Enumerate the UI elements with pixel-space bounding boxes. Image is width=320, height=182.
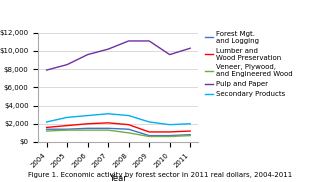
Forest Mgt.
and Logging [86,127,90,129]
Secondary Products [86,114,90,117]
Veneer, Plywood,
and Engineered Wood [147,135,151,138]
Forest Mgt.
and Logging [65,128,69,130]
Lumber and
Wood Preservation [188,130,192,132]
Lumber and
Wood Preservation [127,124,131,126]
Veneer, Plywood,
and Engineered Wood [188,134,192,137]
Lumber and
Wood Preservation [65,124,69,127]
Secondary Products [188,123,192,125]
Pulp and Paper [188,47,192,49]
Lumber and
Wood Preservation [86,123,90,125]
Line: Veneer, Plywood,
and Engineered Wood: Veneer, Plywood, and Engineered Wood [47,130,190,136]
Line: Lumber and
Wood Preservation: Lumber and Wood Preservation [47,123,190,132]
Forest Mgt.
and Logging [45,128,49,130]
Pulp and Paper [147,40,151,42]
Lumber and
Wood Preservation [45,126,49,128]
Veneer, Plywood,
and Engineered Wood [86,129,90,131]
Secondary Products [127,114,131,117]
Veneer, Plywood,
and Engineered Wood [168,135,172,138]
Forest Mgt.
and Logging [106,127,110,129]
X-axis label: Year: Year [109,174,127,182]
Lumber and
Wood Preservation [168,131,172,133]
Secondary Products [65,116,69,118]
Veneer, Plywood,
and Engineered Wood [65,129,69,131]
Secondary Products [168,124,172,126]
Pulp and Paper [106,48,110,50]
Pulp and Paper [65,64,69,66]
Line: Forest Mgt.
and Logging: Forest Mgt. and Logging [47,128,190,136]
Secondary Products [45,121,49,123]
Secondary Products [106,113,110,115]
Pulp and Paper [127,40,131,42]
Pulp and Paper [45,69,49,71]
Veneer, Plywood,
and Engineered Wood [106,129,110,131]
Pulp and Paper [86,54,90,56]
Legend: Forest Mgt.
and Logging, Lumber and
Wood Preservation, Veneer, Plywood,
and Engi: Forest Mgt. and Logging, Lumber and Wood… [205,31,293,97]
Lumber and
Wood Preservation [147,131,151,133]
Veneer, Plywood,
and Engineered Wood [45,130,49,132]
Secondary Products [147,121,151,123]
Pulp and Paper [168,54,172,56]
Forest Mgt.
and Logging [188,134,192,136]
Forest Mgt.
and Logging [168,134,172,137]
Veneer, Plywood,
and Engineered Wood [127,132,131,134]
Line: Secondary Products: Secondary Products [47,114,190,125]
Line: Pulp and Paper: Pulp and Paper [47,41,190,70]
Text: Figure 1. Economic activity by forest sector in 2011 real dollars, 2004-2011: Figure 1. Economic activity by forest se… [28,172,292,178]
Forest Mgt.
and Logging [147,134,151,137]
Forest Mgt.
and Logging [127,128,131,130]
Lumber and
Wood Preservation [106,122,110,124]
